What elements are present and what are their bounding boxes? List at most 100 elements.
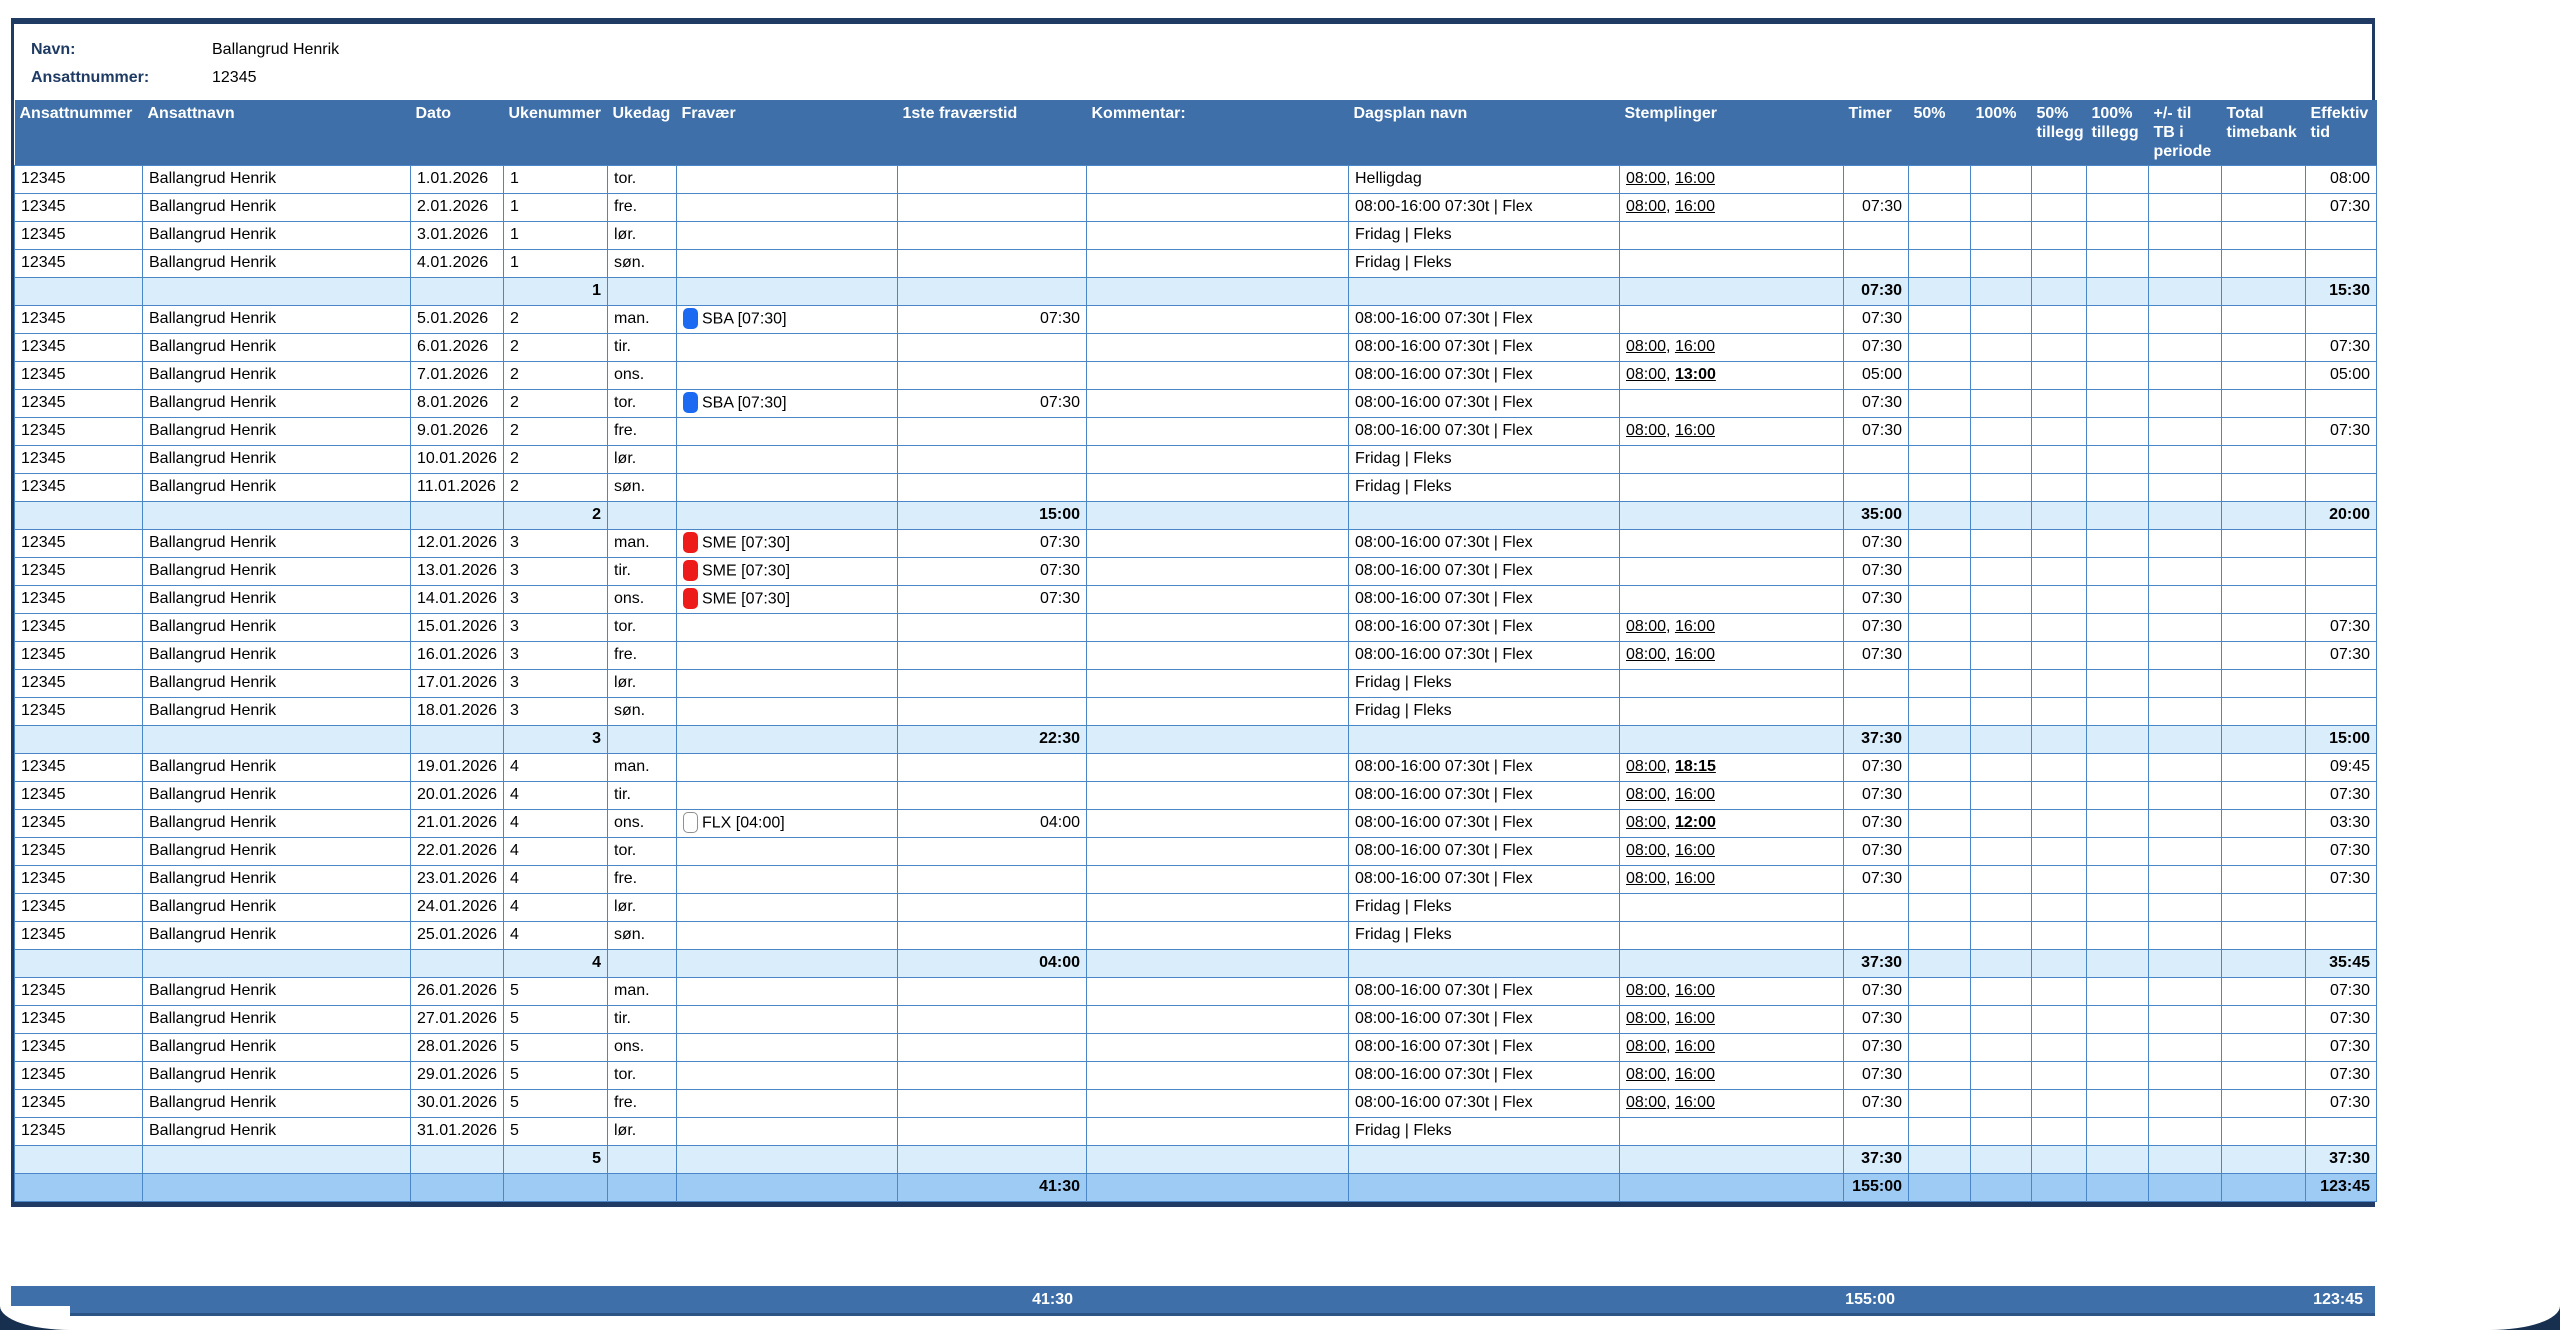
stempling-time[interactable]: 18:15 [1674,758,1716,775]
stempling-time[interactable]: 16:00 [1674,870,1715,887]
fravaer-cell [676,248,898,278]
fravaerstid-cell [897,192,1087,222]
timer-cell: 07:30 [1843,556,1909,586]
kommentar-cell [1086,892,1349,922]
ansattnummer-cell [14,948,143,978]
ansattnummer-cell: 12345 [14,780,143,810]
stempling-time[interactable]: 08:00 [1626,1038,1667,1055]
tillegg100-cell [2086,388,2149,418]
fravaer-cell: SBA [07:30] [676,388,898,418]
timesheet-table-wrap: Ansattnummer Ansattnavn Dato Ukenummer Ukeda… [14,100,2377,1207]
pct50-cell [1908,1144,1971,1174]
stempling-time[interactable]: 08:00 [1626,646,1667,663]
timer-summary-cell: 37:30 [1843,948,1909,978]
stemplinger-cell [1619,920,1844,950]
stempling-time[interactable]: 13:00 [1674,366,1716,383]
dato-cell: 7.01.2026 [410,360,504,390]
ukenummer-summary-cell: 2 [503,500,608,530]
stempling-time[interactable]: 08:00 [1626,1094,1667,1111]
stempling-time[interactable]: 12:00 [1674,814,1716,831]
absence-sme-icon [683,559,698,581]
tillegg50-cell [2031,556,2087,586]
pct100-cell [1970,1116,2032,1146]
fravaer-cell [676,1088,898,1118]
fravaer-cell [676,780,898,810]
stempling-time[interactable]: 08:00 [1626,366,1667,383]
total-timebank-cell [2221,1004,2306,1034]
dagsplan-cell [1348,1172,1620,1202]
pct50-cell [1908,1004,1971,1034]
day-row: 12345 Ballangrud Henrik 6.01.2026 2 tir. 08:0… [14,332,2377,362]
ansattnummer-cell: 12345 [14,332,143,362]
stempling-time[interactable]: 08:00 [1626,1066,1667,1083]
stempling-time[interactable]: 16:00 [1674,170,1715,187]
dato-cell: 3.01.2026 [410,220,504,250]
kommentar-cell [1086,276,1349,306]
stempling-time[interactable]: 16:00 [1674,618,1715,635]
effektiv-tid-cell: 07:30 [2305,416,2377,446]
stempling-time[interactable]: 16:00 [1674,198,1715,215]
day-row: 12345 Ballangrud Henrik 5.01.2026 2 man. SBA … [14,304,2377,334]
stempling-time[interactable]: 08:00 [1626,1010,1667,1027]
stempling-time[interactable]: 16:00 [1674,1094,1715,1111]
fravaerstid-summary-cell: 15:00 [897,500,1087,530]
ansattnavn-cell: Ballangrud Henrik [142,892,411,922]
stempling-time[interactable]: 16:00 [1674,842,1715,859]
stempling-time[interactable]: 16:00 [1674,1038,1715,1055]
stempling-time[interactable]: 08:00 [1626,870,1667,887]
stempling-time[interactable]: 16:00 [1674,982,1715,999]
ukenummer-cell: 2 [503,388,608,418]
stempling-time[interactable]: 16:00 [1674,1010,1715,1027]
dato-cell [410,1172,504,1202]
week-summary-row: 4 04:00 37:30 35:45 [14,948,2377,978]
stempling-time[interactable]: 16:00 [1674,646,1715,663]
stemplinger-cell: 08:00, 16:00 [1619,1060,1844,1090]
tillegg50-cell [2031,500,2087,530]
stempling-time[interactable]: 16:00 [1674,338,1715,355]
stemplinger-cell [1619,1116,1844,1146]
timer-cell: 07:30 [1843,976,1909,1006]
stempling-time[interactable]: 16:00 [1674,786,1715,803]
dato-cell: 23.01.2026 [410,864,504,894]
absence-flx-icon [683,811,698,833]
tillegg100-cell [2086,584,2149,614]
ansattnavn-cell: Ballangrud Henrik [142,1116,411,1146]
totals-bar-timer: 155:00 [1845,1291,1895,1308]
stempling-time[interactable]: 08:00 [1626,786,1667,803]
stempling-time[interactable]: 08:00 [1626,422,1667,439]
tillegg100-cell [2086,500,2149,530]
stemplinger-cell: 08:00, 12:00 [1619,808,1844,838]
stempling-time[interactable]: 16:00 [1674,1066,1715,1083]
ansattnavn-cell: Ballangrud Henrik [142,472,411,502]
ansattnavn-cell: Ballangrud Henrik [142,556,411,586]
tb-periode-cell [2148,976,2222,1006]
ukedag-cell: ons. [607,808,677,838]
stemplinger-cell: 08:00, 16:00 [1619,864,1844,894]
tb-periode-cell [2148,444,2222,474]
ukedag-cell: ons. [607,360,677,390]
tillegg50-cell [2031,388,2087,418]
stempling-time[interactable]: 08:00 [1626,814,1667,831]
pct100-cell [1970,192,2032,222]
effektiv-tid-cell [2305,668,2377,698]
fravaer-cell [676,640,898,670]
ansattnavn-cell [142,1144,411,1174]
stemplinger-cell [1619,388,1844,418]
stempling-time[interactable]: 08:00 [1626,338,1667,355]
pct100-cell [1970,1004,2032,1034]
total-timebank-cell [2221,640,2306,670]
ansattnummer-cell: 12345 [14,752,143,782]
stempling-time[interactable]: 08:00 [1626,618,1667,635]
stempling-time[interactable]: 08:00 [1626,982,1667,999]
stempling-time[interactable]: 08:00 [1626,842,1667,859]
timer-cell: 07:30 [1843,584,1909,614]
timer-cell: 05:00 [1843,360,1909,390]
stempling-time[interactable]: 08:00 [1626,198,1667,215]
ukedag-cell: ons. [607,1032,677,1062]
total-timebank-cell [2221,248,2306,278]
stempling-time[interactable]: 16:00 [1674,422,1715,439]
ansattnavn-cell: Ballangrud Henrik [142,780,411,810]
fravaerstid-cell [897,864,1087,894]
stempling-time[interactable]: 08:00 [1626,758,1667,775]
stempling-time[interactable]: 08:00 [1626,170,1667,187]
